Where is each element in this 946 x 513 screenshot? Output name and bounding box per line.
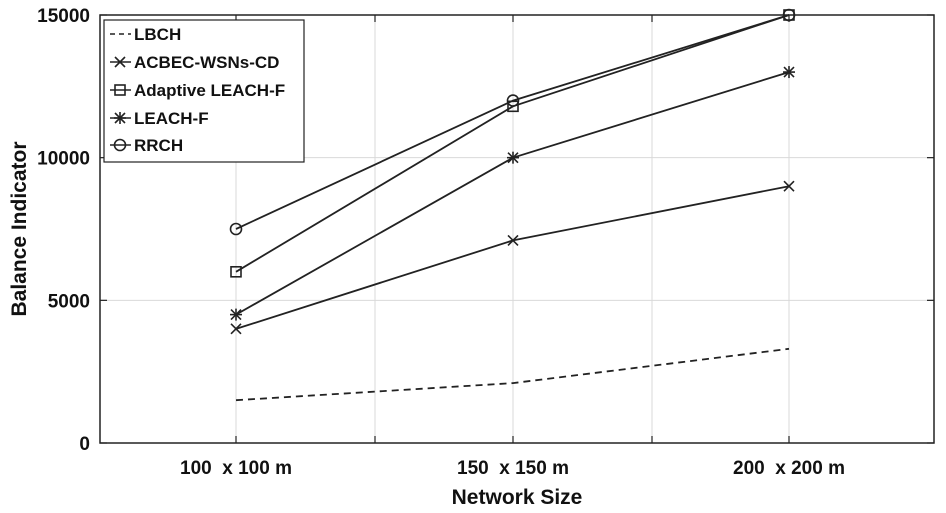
legend-entry: RRCH [110,136,183,155]
x-axis-label: Network Size [452,486,583,509]
y-tick-label: 15000 [37,6,90,27]
data-point-marker [783,66,795,79]
legend-label: RRCH [134,136,183,155]
data-point-marker [507,151,519,164]
series-lbch [235,347,790,402]
data-point-marker [506,94,520,107]
legend-marker [113,138,127,152]
series-leach-f [230,66,795,321]
legend-entry: LEACH-F [110,109,209,128]
legend-label: ACBEC-WSNs-CD [134,53,279,72]
data-point-marker [229,222,243,236]
legend-label: Adaptive LEACH-F [134,81,285,100]
legend-entries: LBCH ACBEC-WSNs-CD Adaptive LEACH-F LEACH-F… [110,25,285,155]
series-acbec-wsns-cd [230,180,795,335]
x-tick-label: 200 x 200 m [733,458,845,479]
series-lines [229,8,796,402]
axis-ticks: 0 5000 10000 15000 100 x 100 m 150 x 150 m 200… [37,6,934,479]
legend-entry: ACBEC-WSNs-CD [110,53,279,72]
x-tick-label: 150 x 150 m [457,458,569,479]
data-point-marker [230,323,242,335]
y-tick-label: 0 [79,434,90,455]
y-axis-label: Balance Indicator [8,141,31,316]
legend-label: LEACH-F [134,109,209,128]
legend-entry: Adaptive LEACH-F [110,81,285,100]
data-point-marker [230,308,242,321]
legend-entry: LBCH [110,25,181,44]
series-line [235,347,790,402]
data-point-marker [782,8,796,22]
legend-marker [114,56,126,68]
legend-marker [114,112,126,124]
legend-label: LBCH [134,25,181,44]
legend-marker [114,84,126,96]
data-point-marker [783,180,795,192]
legend-box [103,19,305,163]
y-tick-label: 10000 [37,149,90,170]
plot-frame [99,14,935,444]
series-rrch [229,8,796,236]
y-tick-label: 5000 [48,291,90,312]
data-point-marker [230,265,242,278]
legend: LBCH ACBEC-WSNs-CD Adaptive LEACH-F LEACH-F… [103,19,305,163]
data-point-marker [507,234,519,246]
x-tick-label: 100 x 100 m [180,458,292,479]
series-line [235,14,790,230]
